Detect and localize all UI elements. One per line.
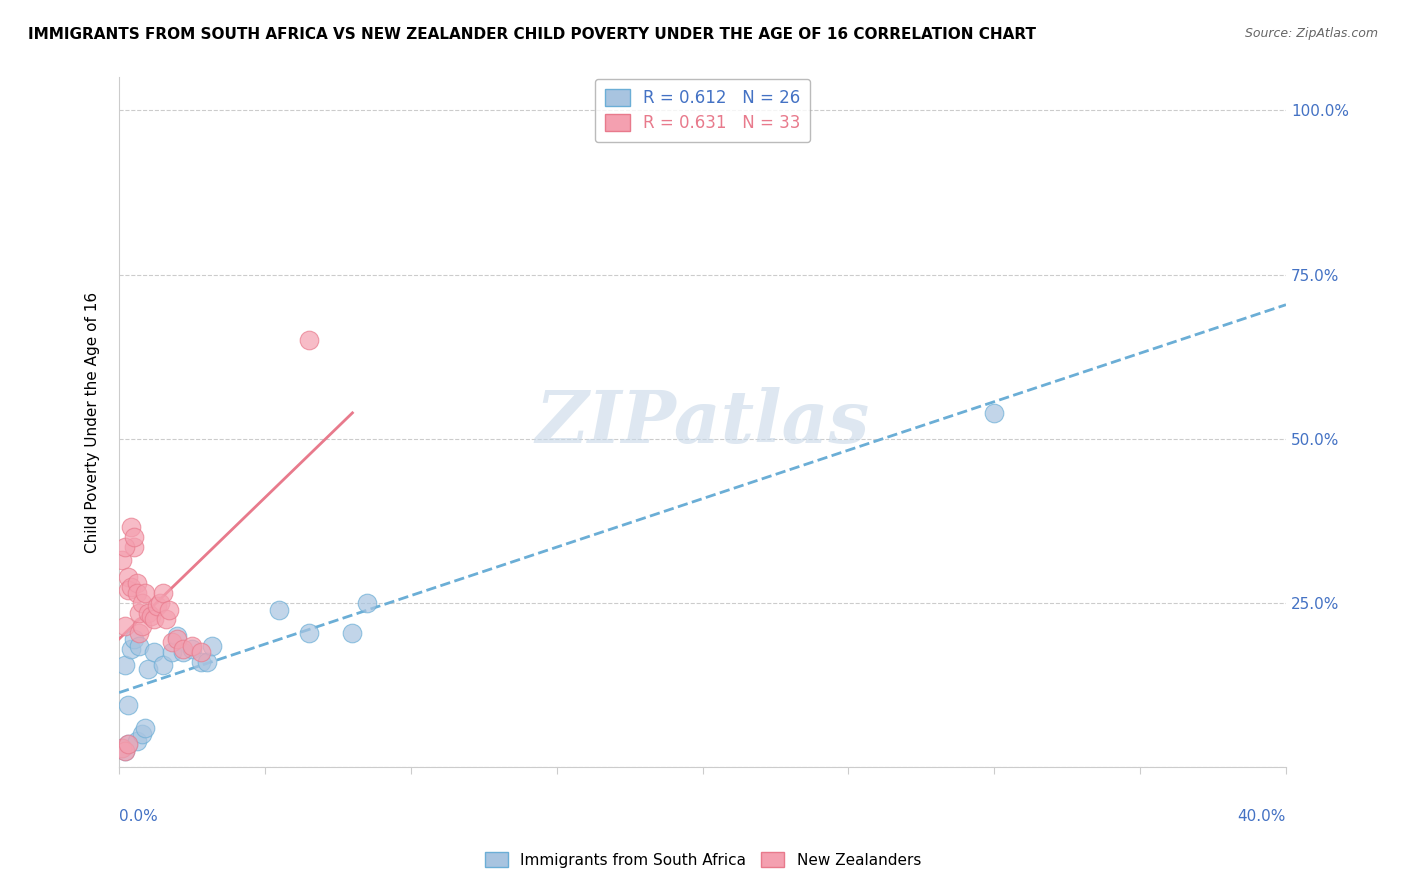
Point [117, 737, 139, 751]
Point [136, 606, 159, 620]
Text: 0.0%: 0.0% [120, 809, 157, 823]
Point [125, 734, 148, 748]
Point [117, 737, 139, 751]
Point [114, 744, 136, 758]
Point [152, 658, 174, 673]
Point [122, 540, 145, 554]
Point [125, 586, 148, 600]
Point [172, 645, 194, 659]
Point [143, 645, 166, 659]
Point [134, 721, 156, 735]
Point [134, 586, 156, 600]
Point [146, 599, 169, 614]
Point [152, 586, 174, 600]
Point [128, 625, 150, 640]
Point [181, 639, 204, 653]
Point [128, 639, 150, 653]
Point [190, 655, 212, 669]
Point [172, 642, 194, 657]
Point [166, 632, 188, 647]
Point [122, 530, 145, 544]
Text: 40.0%: 40.0% [1237, 809, 1286, 823]
Point [122, 632, 145, 647]
Point [157, 602, 180, 616]
Point [139, 609, 162, 624]
Point [111, 740, 134, 755]
Point [128, 606, 150, 620]
Point [114, 540, 136, 554]
Point [114, 619, 136, 633]
Point [190, 645, 212, 659]
Point [983, 405, 1005, 419]
Point [298, 333, 321, 347]
Text: Source: ZipAtlas.com: Source: ZipAtlas.com [1244, 27, 1378, 40]
Point [131, 619, 153, 633]
Text: IMMIGRANTS FROM SOUTH AFRICA VS NEW ZEALANDER CHILD POVERTY UNDER THE AGE OF 16 : IMMIGRANTS FROM SOUTH AFRICA VS NEW ZEAL… [28, 27, 1036, 42]
Point [114, 658, 136, 673]
Point [143, 612, 166, 626]
Text: ZIPatlas: ZIPatlas [536, 387, 869, 458]
Point [298, 625, 321, 640]
Point [125, 576, 148, 591]
Point [155, 612, 177, 626]
Point [201, 639, 224, 653]
Point [160, 635, 183, 649]
Point [117, 698, 139, 712]
Point [269, 602, 291, 616]
Point [111, 740, 134, 755]
Point [181, 642, 204, 657]
Point [120, 580, 142, 594]
Point [166, 629, 188, 643]
Y-axis label: Child Poverty Under the Age of 16: Child Poverty Under the Age of 16 [86, 292, 100, 553]
Legend: Immigrants from South Africa, New Zealanders: Immigrants from South Africa, New Zealan… [478, 844, 928, 875]
Point [131, 727, 153, 741]
Point [136, 662, 159, 676]
Point [111, 553, 134, 567]
Point [149, 596, 172, 610]
Point [131, 596, 153, 610]
Point [114, 744, 136, 758]
Point [195, 655, 218, 669]
Legend: R = 0.612   N = 26, R = 0.631   N = 33: R = 0.612 N = 26, R = 0.631 N = 33 [595, 78, 810, 142]
Point [120, 642, 142, 657]
Point [342, 625, 364, 640]
Point [117, 570, 139, 584]
Point [117, 582, 139, 597]
Point [160, 645, 183, 659]
Point [356, 596, 378, 610]
Point [120, 520, 142, 534]
